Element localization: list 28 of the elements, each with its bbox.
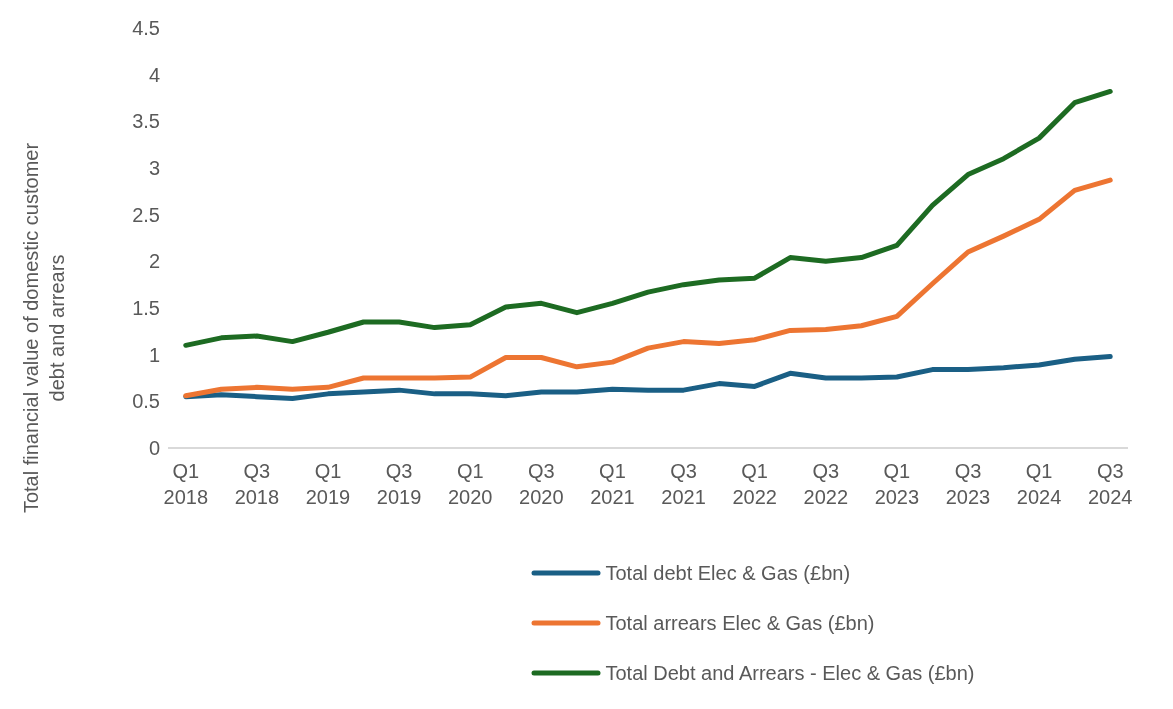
legend-label: Total Debt and Arrears - Elec & Gas (£bn) (605, 661, 975, 685)
x-tick-label: Q1 2024 (1016, 460, 1062, 508)
y-tick-label: 2.5 (132, 203, 160, 226)
x-tick-label: Q1 2020 (447, 460, 493, 508)
x-tick-label: Q3 2019 (376, 460, 422, 508)
y-tick-label: 4 (148, 63, 160, 86)
x-tick-label: Q3 2022 (803, 460, 849, 508)
y-tick-label: 0 (148, 437, 160, 460)
x-tick-label: Q1 2022 (732, 460, 777, 508)
legend-label: Total debt Elec & Gas (£bn) (605, 561, 851, 585)
y-tick-label: 1.5 (132, 297, 160, 320)
y-tick-label: 3 (148, 157, 160, 180)
y-tick-label: 4.5 (132, 17, 160, 40)
x-tick-label: Q1 2018 (163, 460, 209, 508)
y-axis-title: Total financial value of domestic customer debt and arrears (20, 142, 68, 514)
y-tick-label: 2 (148, 250, 160, 273)
x-tick-label: Q1 2019 (305, 460, 351, 508)
x-tick-label: Q1 2021 (590, 460, 635, 508)
x-tick-label: Q3 2021 (661, 460, 706, 508)
x-tick-label: Q3 2024 (1087, 460, 1133, 508)
x-tick-label: Q1 2023 (874, 460, 920, 508)
x-tick-label: Q3 2020 (519, 460, 564, 508)
y-tick-label: 1 (148, 343, 160, 366)
y-tick-label: 0.5 (132, 390, 160, 413)
legend-label: Total arrears Elec & Gas (£bn) (605, 611, 875, 635)
y-tick-label: 3.5 (132, 110, 160, 133)
x-tick-label: Q3 2018 (234, 460, 280, 508)
x-tick-label: Q3 2023 (945, 460, 991, 508)
